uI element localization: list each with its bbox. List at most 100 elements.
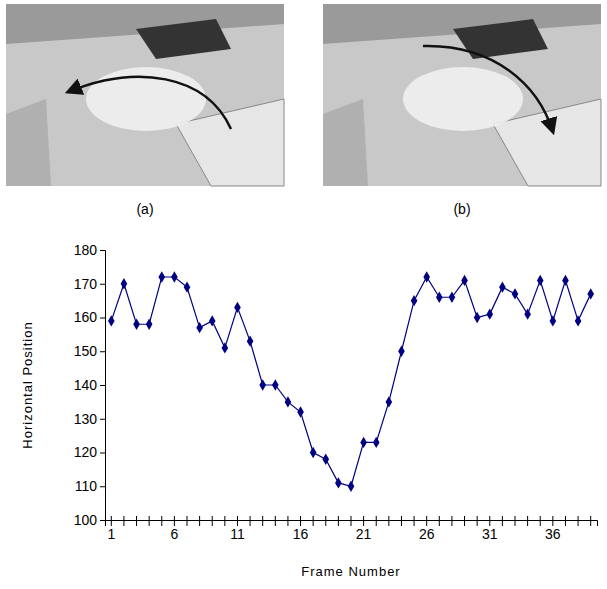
y-axis-line xyxy=(100,251,106,521)
x-tick-label: 26 xyxy=(419,526,435,542)
point-marker xyxy=(575,315,582,326)
x-tick-mark xyxy=(401,516,402,526)
point-marker xyxy=(587,288,594,299)
x-tick-mark xyxy=(578,516,579,526)
point-marker xyxy=(474,312,481,323)
point-marker xyxy=(461,275,468,286)
y-tick-mark xyxy=(100,284,105,285)
arm xyxy=(323,99,368,186)
y-tick-mark xyxy=(100,419,105,420)
x-tick-mark xyxy=(376,516,377,526)
y-tick-label: 130 xyxy=(74,411,98,427)
x-tick xyxy=(376,516,377,526)
x-tick xyxy=(401,516,402,526)
point-marker xyxy=(297,406,304,417)
y-tick-label: 120 xyxy=(74,444,98,460)
figure: (a)(b)1001101201301401501601701801611162… xyxy=(0,0,607,589)
point-marker xyxy=(310,447,317,458)
x-tick xyxy=(287,516,288,526)
point-marker xyxy=(486,308,493,319)
x-tick-mark xyxy=(414,516,415,526)
x-tick xyxy=(123,516,124,526)
x-tick-mark xyxy=(224,516,225,526)
point-marker xyxy=(196,322,203,333)
point-marker xyxy=(335,477,342,488)
x-tick xyxy=(388,516,389,526)
telephone xyxy=(453,19,548,59)
x-tick xyxy=(527,516,528,526)
y-tick: 150 xyxy=(74,343,105,359)
x-tick-mark xyxy=(199,516,200,526)
x-tick xyxy=(464,516,465,526)
x-tick-mark xyxy=(477,516,478,526)
point-marker xyxy=(562,275,569,286)
x-tick-mark xyxy=(123,516,124,526)
x-tick xyxy=(338,516,339,526)
point-marker xyxy=(360,437,367,448)
y-tick: 110 xyxy=(75,478,105,494)
y-tick-mark xyxy=(100,453,105,454)
point-marker xyxy=(222,342,229,353)
y-tick: 120 xyxy=(74,444,105,460)
x-tick xyxy=(451,516,452,526)
desk xyxy=(323,24,601,186)
photo-background xyxy=(6,4,284,186)
x-tick-mark xyxy=(451,516,452,526)
x-tick xyxy=(199,516,200,526)
x-tick: 16 xyxy=(293,516,309,542)
y-tick-label: 160 xyxy=(74,309,98,325)
x-tick-mark xyxy=(275,516,276,526)
x-tick-mark xyxy=(489,516,490,526)
point-marker xyxy=(133,319,140,330)
x-tick xyxy=(540,516,541,526)
x-tick xyxy=(590,516,591,526)
point-marker xyxy=(146,319,153,330)
x-axis-title: Frame Number xyxy=(301,564,400,579)
x-tick-mark xyxy=(363,516,364,526)
y-tick-mark xyxy=(100,520,105,521)
x-tick xyxy=(250,516,251,526)
arm xyxy=(6,99,51,186)
x-tick xyxy=(136,516,137,526)
x-tick xyxy=(502,516,503,526)
y-tick: 180 xyxy=(74,242,105,258)
x-tick-mark xyxy=(351,516,352,526)
x-tick-label: 31 xyxy=(482,526,498,542)
x-tick-mark xyxy=(262,516,263,526)
x-tick-mark xyxy=(540,516,541,526)
y-tick-mark xyxy=(100,318,105,319)
x-tick xyxy=(212,516,213,526)
x-tick-mark xyxy=(111,516,112,526)
x-tick-mark xyxy=(565,516,566,526)
x-tick xyxy=(149,516,150,526)
x-tick-mark xyxy=(136,516,137,526)
x-tick xyxy=(224,516,225,526)
x-tick xyxy=(565,516,566,526)
x-tick-mark xyxy=(552,516,553,526)
y-tick-mark xyxy=(100,486,105,487)
y-tick-mark xyxy=(100,250,105,251)
x-tick xyxy=(313,516,314,526)
x-tick-mark xyxy=(313,516,314,526)
plot-area xyxy=(108,271,594,492)
x-tick-label: 1 xyxy=(107,526,115,542)
point-marker xyxy=(171,271,178,282)
y-tick-mark xyxy=(100,351,105,352)
y-tick: 160 xyxy=(74,309,105,325)
point-marker xyxy=(423,271,430,282)
hand-motion xyxy=(403,67,523,131)
x-tick xyxy=(325,516,326,526)
point-marker xyxy=(373,437,380,448)
x-tick xyxy=(439,516,440,526)
point-marker xyxy=(537,275,544,286)
x-tick-mark xyxy=(439,516,440,526)
point-marker xyxy=(108,315,115,326)
x-tick xyxy=(161,516,162,526)
x-tick xyxy=(578,516,579,526)
x-tick-mark xyxy=(149,516,150,526)
x-tick-mark xyxy=(300,516,301,526)
y-axis: 100110120130140150160170180 xyxy=(74,242,106,528)
x-tick xyxy=(414,516,415,526)
y-tick-label: 180 xyxy=(74,242,98,258)
point-marker xyxy=(449,292,456,303)
